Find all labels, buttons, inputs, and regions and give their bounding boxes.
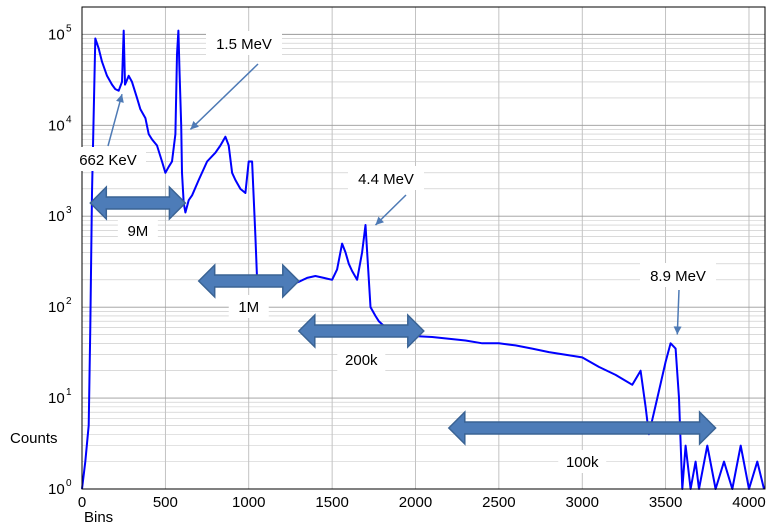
annotation-box bbox=[640, 263, 716, 287]
range-arrow-shape bbox=[297, 313, 425, 349]
x-tick-label: 2500 bbox=[482, 494, 515, 511]
annotation-pointer bbox=[107, 93, 123, 147]
y-tick-base: 10 bbox=[48, 390, 65, 407]
y-tick-label: 10 3 bbox=[48, 205, 72, 225]
x-tick-labels: 0 500 1000 1500 2000 2500 3000 3500 4000 bbox=[78, 494, 766, 511]
x-tick-label: 3500 bbox=[649, 494, 682, 511]
x-tick-label: 1500 bbox=[315, 494, 348, 511]
y-axis-label: Counts bbox=[10, 430, 58, 447]
annotation-arrowhead bbox=[673, 326, 682, 335]
x-tick-label: 2000 bbox=[399, 494, 432, 511]
range-arrow: 200k bbox=[297, 313, 425, 371]
range-arrow-shape bbox=[89, 185, 187, 221]
y-tick-base: 10 bbox=[48, 299, 65, 316]
plot-frame bbox=[81, 6, 766, 490]
annotation-arrowhead bbox=[116, 94, 124, 103]
annotation-pointer bbox=[189, 63, 259, 130]
range-label: 9M bbox=[127, 223, 148, 240]
y-tick-exponent: 2 bbox=[66, 296, 72, 307]
y-tick-label: 10 5 bbox=[48, 23, 72, 43]
x-axis-label: Bins bbox=[84, 509, 113, 526]
x-tick-label: 4000 bbox=[732, 494, 765, 511]
annotation: 662 KeV bbox=[70, 93, 146, 171]
annotation: 1.5 MeV bbox=[189, 31, 282, 130]
range-arrow: 1M bbox=[197, 263, 300, 318]
y-tick-base: 10 bbox=[48, 117, 65, 134]
annotation-text: 1.5 MeV bbox=[216, 36, 272, 53]
y-tick-base: 10 bbox=[48, 481, 65, 498]
y-tick-base: 10 bbox=[48, 26, 65, 43]
x-tick-label: 3000 bbox=[566, 494, 599, 511]
annotation-box bbox=[206, 31, 282, 55]
range-label-box bbox=[337, 348, 386, 371]
range-label-box bbox=[558, 450, 607, 473]
y-tick-label: 10 4 bbox=[48, 114, 72, 134]
annotation-box bbox=[70, 147, 146, 171]
annotation-box bbox=[348, 166, 424, 190]
range-label-box bbox=[228, 295, 269, 318]
annotations: 1.5 MeV 662 KeV 4.4 MeV 8.9 MeV bbox=[70, 31, 716, 335]
annotation: 8.9 MeV bbox=[640, 263, 716, 335]
annotation-text: 8.9 MeV bbox=[650, 268, 706, 285]
range-arrows: 9M 1M 200k 100k bbox=[89, 185, 717, 473]
y-tick-exponent: 0 bbox=[66, 478, 72, 489]
annotation-arrowhead bbox=[375, 216, 384, 226]
y-tick-exponent: 4 bbox=[66, 114, 72, 125]
y-tick-label: 10 2 bbox=[48, 296, 72, 316]
y-tick-exponent: 1 bbox=[66, 387, 72, 398]
range-arrow-shape bbox=[197, 263, 300, 299]
annotation: 4.4 MeV bbox=[348, 166, 424, 226]
x-tick-label: 500 bbox=[153, 494, 178, 511]
range-label: 1M bbox=[238, 299, 259, 316]
range-arrow: 100k bbox=[447, 410, 717, 473]
range-label: 200k bbox=[345, 352, 378, 369]
y-tick-exponent: 3 bbox=[66, 205, 72, 216]
y-tick-exponent: 5 bbox=[66, 23, 72, 34]
range-label: 100k bbox=[566, 454, 599, 471]
annotation-text: 4.4 MeV bbox=[358, 171, 414, 188]
y-tick-label: 10 1 bbox=[48, 387, 72, 407]
x-tick-label: 0 bbox=[78, 494, 86, 511]
range-arrow: 9M bbox=[89, 185, 187, 242]
plot-area bbox=[82, 7, 765, 489]
annotation-text: 662 KeV bbox=[79, 152, 137, 169]
range-arrow-shape bbox=[447, 410, 717, 446]
annotation-arrowhead bbox=[190, 121, 199, 130]
y-tick-label: 10 0 bbox=[48, 478, 72, 498]
y-tick-base: 10 bbox=[48, 208, 65, 225]
x-tick-label: 1000 bbox=[232, 494, 265, 511]
range-label-box bbox=[117, 219, 158, 242]
